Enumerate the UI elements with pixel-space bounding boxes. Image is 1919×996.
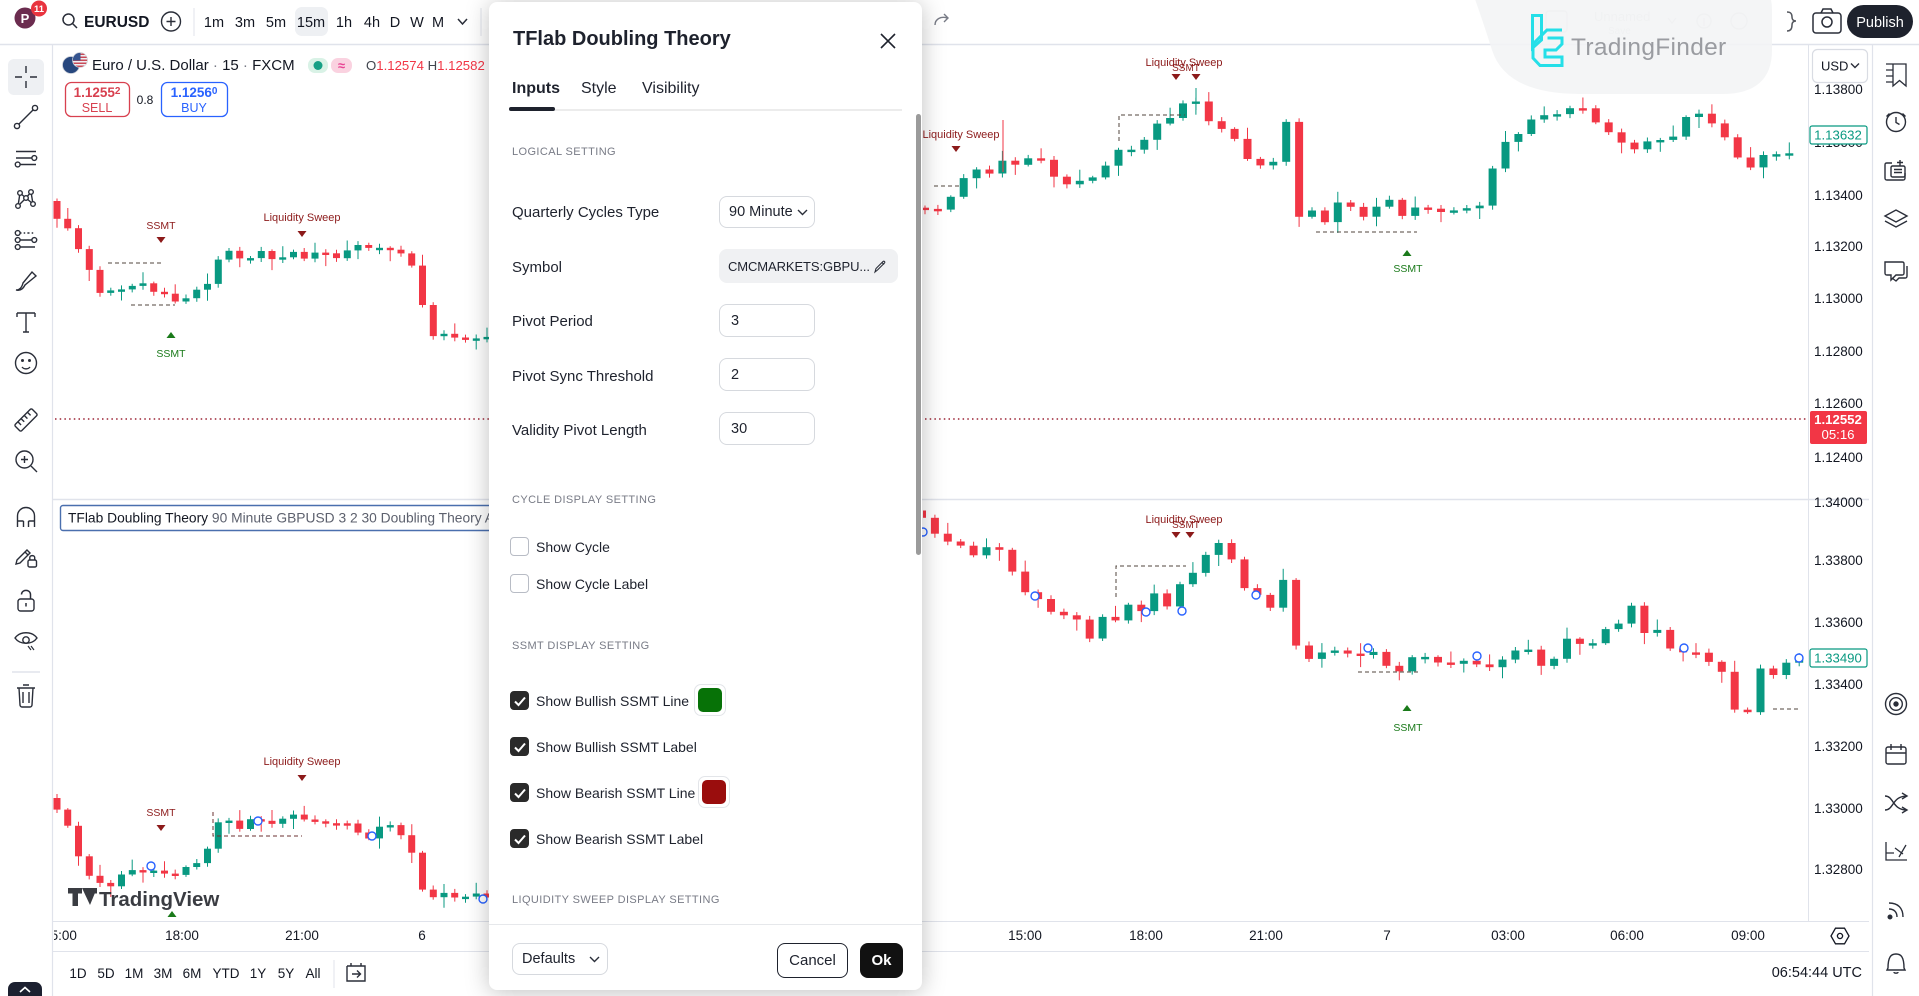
- svg-text:W: W: [410, 15, 424, 31]
- svg-text:TFlab Doubling Theory 90 Minut: TFlab Doubling Theory 90 Minute GBPUSD 3…: [68, 511, 528, 526]
- svg-text:1.12600: 1.12600: [1814, 396, 1863, 411]
- svg-text:7: 7: [1383, 928, 1391, 943]
- svg-text:15:00: 15:00: [43, 928, 77, 943]
- svg-text:1M: 1M: [125, 966, 144, 981]
- svg-text:21:00: 21:00: [285, 928, 319, 943]
- svg-text:05:16: 05:16: [1821, 427, 1854, 442]
- svg-text:18:00: 18:00: [165, 928, 199, 943]
- svg-text:Liquidity Sweep: Liquidity Sweep: [1145, 514, 1222, 526]
- svg-text:D: D: [390, 15, 400, 31]
- svg-text:15m: 15m: [297, 15, 325, 31]
- svg-text:1h: 1h: [336, 15, 352, 31]
- svg-text:1m: 1m: [204, 15, 224, 31]
- svg-text:03:00: 03:00: [1491, 928, 1525, 943]
- svg-text:6: 6: [418, 928, 426, 943]
- svg-text:09:00: 09:00: [1731, 928, 1765, 943]
- svg-text:O1.12574 H1.12582 L: O1.12574 H1.12582 L: [366, 58, 496, 73]
- svg-text:1.33600: 1.33600: [1814, 615, 1863, 630]
- svg-text:SSMT: SSMT: [1393, 263, 1423, 275]
- svg-text:SSMT: SSMT: [1393, 722, 1423, 734]
- svg-text:06:54:44 UTC: 06:54:44 UTC: [1772, 965, 1862, 981]
- svg-text:1.34000: 1.34000: [1814, 495, 1863, 510]
- svg-text:21:00: 21:00: [1249, 928, 1283, 943]
- svg-text:3m: 3m: [235, 15, 255, 31]
- svg-text:SSMT: SSMT: [146, 807, 176, 819]
- svg-text:Liquidity Sweep: Liquidity Sweep: [922, 129, 999, 141]
- svg-text:Euro / U.S. Dollar · 15 · FXCM: Euro / U.S. Dollar · 15 · FXCM: [92, 57, 295, 74]
- svg-text:Liquidity Sweep: Liquidity Sweep: [1145, 57, 1222, 69]
- svg-text:1.12552: 1.12552: [1814, 412, 1862, 427]
- svg-text:SSMT: SSMT: [1172, 520, 1200, 531]
- svg-text:06:00: 06:00: [1610, 928, 1644, 943]
- svg-text:SSMT: SSMT: [146, 220, 176, 232]
- svg-text:Liquidity Sweep: Liquidity Sweep: [263, 756, 340, 768]
- svg-text:1.33000: 1.33000: [1814, 801, 1863, 816]
- svg-text:SSMT: SSMT: [156, 348, 186, 360]
- svg-text:USD: USD: [1821, 59, 1848, 74]
- svg-text:1.12560: 1.12560: [171, 85, 218, 100]
- svg-text:SELL: SELL: [82, 101, 113, 115]
- svg-text:18:00: 18:00: [1129, 928, 1163, 943]
- svg-text:TradingFinder: TradingFinder: [1571, 34, 1727, 61]
- svg-text:M: M: [432, 15, 444, 31]
- svg-text:1.33490: 1.33490: [1814, 651, 1862, 666]
- svg-text:1Y: 1Y: [250, 966, 267, 981]
- svg-text:P: P: [21, 11, 30, 26]
- svg-text:0.8: 0.8: [137, 93, 154, 107]
- svg-text:1.33200: 1.33200: [1814, 739, 1863, 754]
- svg-text:1.13400: 1.13400: [1814, 188, 1863, 203]
- svg-text:1.32800: 1.32800: [1814, 862, 1863, 877]
- svg-text:1.13000: 1.13000: [1814, 291, 1863, 306]
- svg-text:1.13800: 1.13800: [1814, 82, 1863, 97]
- svg-text:15:00: 15:00: [1008, 928, 1042, 943]
- svg-text:5Y: 5Y: [278, 966, 295, 981]
- svg-text:≈: ≈: [338, 58, 345, 73]
- svg-text:YTD: YTD: [213, 966, 240, 981]
- svg-text:Liquidity Sweep: Liquidity Sweep: [263, 212, 340, 224]
- svg-text:1.12800: 1.12800: [1814, 344, 1863, 359]
- svg-text:3M: 3M: [154, 966, 173, 981]
- svg-text:5m: 5m: [266, 15, 286, 31]
- svg-text:EURUSD: EURUSD: [84, 14, 149, 31]
- svg-text:SSMT: SSMT: [1172, 63, 1200, 74]
- svg-text:1.13200: 1.13200: [1814, 239, 1863, 254]
- svg-text:1.12552: 1.12552: [74, 85, 121, 100]
- svg-text:1.13632: 1.13632: [1814, 128, 1862, 143]
- svg-text:1.33400: 1.33400: [1814, 677, 1863, 692]
- svg-text:6M: 6M: [183, 966, 202, 981]
- svg-text:All: All: [305, 966, 320, 981]
- svg-text:4h: 4h: [364, 15, 380, 31]
- svg-text:BUY: BUY: [181, 101, 207, 115]
- svg-text:11: 11: [34, 4, 45, 15]
- svg-text:TradingView: TradingView: [99, 888, 219, 911]
- svg-text:1.33800: 1.33800: [1814, 553, 1863, 568]
- svg-text:Publish: Publish: [1856, 15, 1904, 31]
- svg-text:1.12400: 1.12400: [1814, 450, 1863, 465]
- svg-text:5D: 5D: [97, 966, 115, 981]
- svg-text:1D: 1D: [69, 966, 87, 981]
